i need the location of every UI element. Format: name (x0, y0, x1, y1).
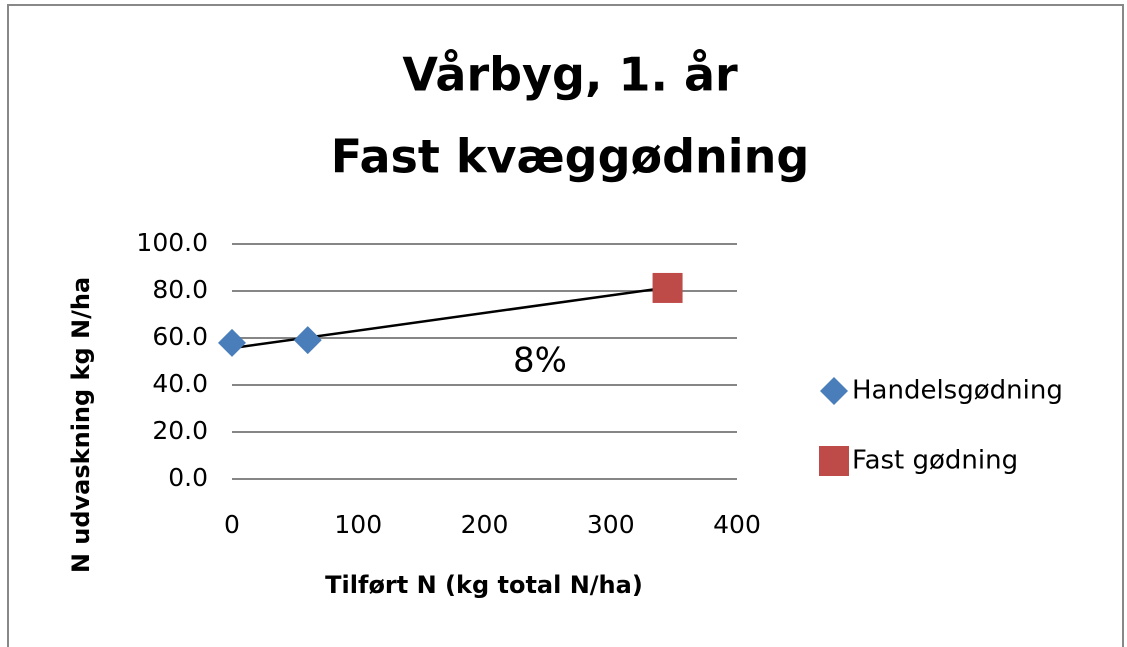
legend-swatch (819, 446, 849, 476)
point (218, 328, 246, 357)
x-tick-label: 300 (587, 510, 635, 539)
y-tick-label: 60.0 (152, 322, 208, 351)
point (652, 272, 683, 303)
x-tick-label: 400 (713, 510, 761, 539)
annotation: 8% (513, 341, 567, 381)
chart-title: Vårbyg, 1. år (402, 48, 738, 102)
y-tick-label: 40.0 (152, 369, 208, 398)
chart-frame (7, 4, 1124, 647)
y-axis-title: N udvaskning kg N/ha (67, 277, 95, 573)
legend-label: Handelsgødning (852, 376, 1063, 406)
legend-label: Fast gødning (852, 446, 1018, 476)
y-tick-label: 80.0 (152, 275, 208, 304)
y-tick-label: 0.0 (168, 463, 208, 492)
x-tick-label: 200 (461, 510, 509, 539)
legend-swatch (820, 377, 848, 405)
y-tick-label: 100.0 (136, 228, 208, 257)
y-tick-label: 20.0 (152, 416, 208, 445)
x-axis-title: Tilført N (kg total N/ha) (325, 571, 643, 599)
x-tick-label: 0 (224, 510, 240, 539)
point (293, 326, 322, 355)
x-tick-label: 100 (334, 510, 382, 539)
chart-title: Fast kvæggødning (331, 130, 810, 184)
